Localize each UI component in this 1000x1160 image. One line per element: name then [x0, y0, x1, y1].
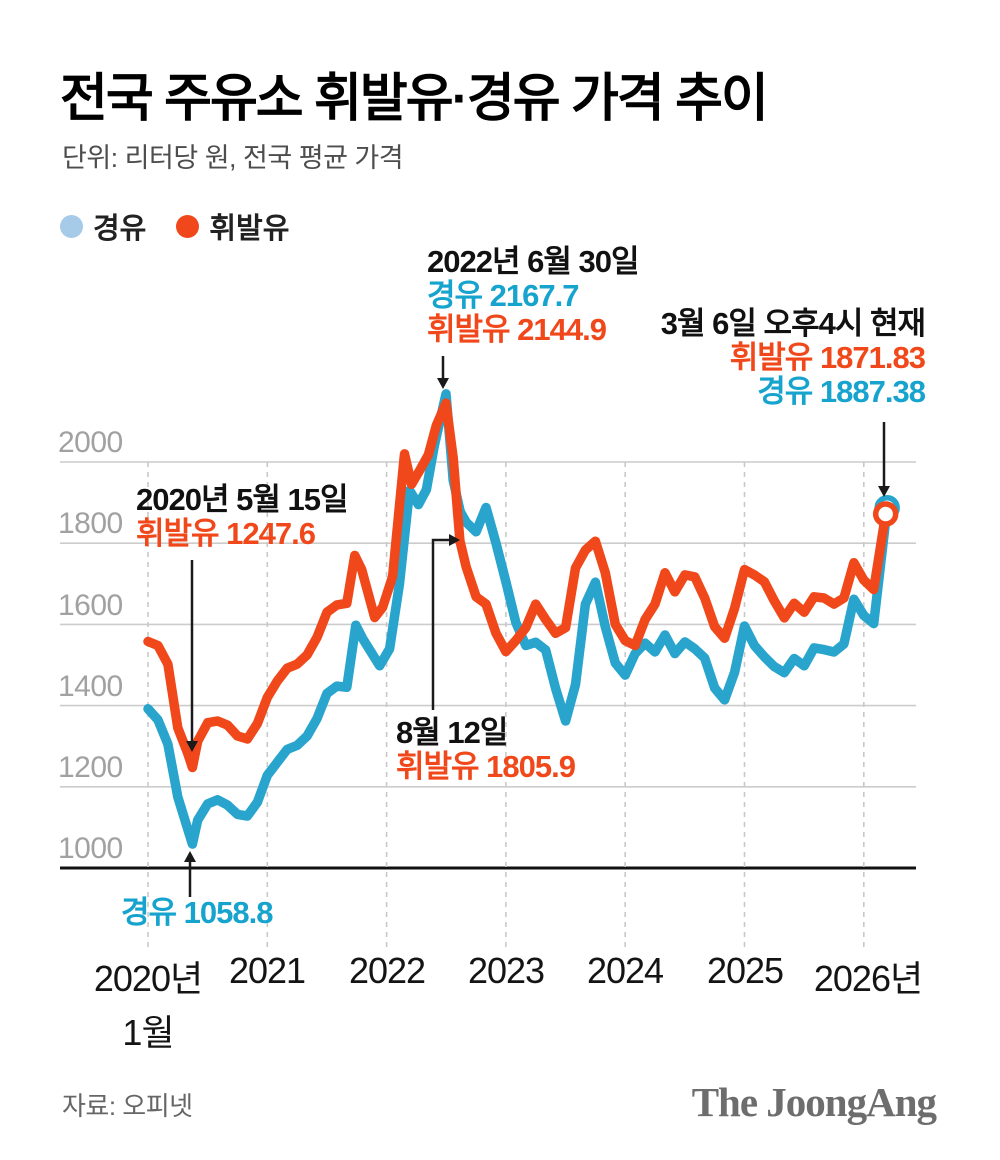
annotation-2022-peak: 2022년 6월 30일 경유 2167.7 휘발유 2144.9	[427, 244, 639, 347]
x-tick-2026: 2026년	[813, 958, 923, 999]
annotation-aug-2022: 8월 12일 휘발유 1805.9	[396, 715, 576, 784]
x-tick-2023: 2023	[467, 950, 545, 991]
x-tick-2024: 2024	[586, 950, 664, 991]
series-line-휘발유	[143, 398, 891, 773]
arrow-current-head-icon	[878, 486, 890, 497]
annotation-2022-peak-gasoline-value: 휘발유 2144.9	[427, 312, 607, 347]
page-title: 전국 주유소 휘발유·경유 가격 추이	[60, 70, 769, 128]
y-tick-1200: 1200	[58, 751, 123, 784]
legend-item-diesel: 경유	[60, 205, 146, 247]
gasoline-legend-label: 휘발유	[209, 213, 290, 245]
annotation-diesel-low: 경유 1058.8	[121, 895, 273, 930]
annotation-2020-low-date: 2020년 5월 15일	[136, 482, 348, 517]
annotation-aug-2022-date: 8월 12일	[396, 715, 508, 750]
series-line-경유	[143, 389, 892, 849]
y-tick-2000: 2000	[58, 426, 123, 459]
y-tick-1800: 1800	[58, 507, 123, 540]
annotation-2022-peak-date: 2022년 6월 30일	[427, 244, 639, 279]
joongang-logo: The JoongAng	[691, 1079, 937, 1125]
x-tick-2025: 2025	[706, 950, 784, 991]
annotation-2020-low: 2020년 5월 15일 휘발유 1247.6	[136, 482, 348, 551]
annotation-aug-2022-gasoline-value: 휘발유 1805.9	[396, 749, 576, 784]
legend: 경유 휘발유	[60, 205, 289, 247]
arrow-aug-2022-line	[431, 538, 449, 710]
annotation-2022-peak-diesel-value: 경유 2167.7	[427, 278, 579, 313]
x-tick-2022: 2022	[348, 950, 426, 991]
source-credit: 자료: 오피넷	[62, 1091, 193, 1121]
annotation-current-gasoline-value: 휘발유 1871.83	[729, 340, 926, 375]
y-tick-1400: 1400	[58, 670, 123, 703]
x-tick-2020: 2020년 1월	[53, 950, 243, 1056]
arrow-2022-peak-head-icon	[437, 378, 449, 389]
x-tick-2021: 2021	[228, 950, 306, 991]
arrow-diesel-low-head-icon	[184, 851, 196, 862]
arrow-aug-2022-head-icon	[449, 534, 460, 546]
y-tick-1600: 1600	[58, 589, 123, 622]
current-point-marker-휘발유	[872, 501, 899, 527]
gasoline-legend-dot-icon	[176, 214, 200, 238]
annotation-current-diesel-value: 경유 1887.38	[757, 374, 926, 409]
annotation-current: 3월 6일 오후4시 현재 휘발유 1871.83 경유 1887.38	[660, 306, 926, 409]
x-tick-2020-year: 2020년	[93, 958, 203, 999]
diesel-legend-dot-icon	[60, 214, 83, 238]
annotation-2020-low-gasoline-value: 휘발유 1247.6	[136, 516, 316, 551]
arrow-2020-low-head-icon	[186, 741, 198, 752]
annotation-diesel-low-value: 경유 1058.8	[121, 895, 273, 930]
diesel-legend-label: 경유	[93, 213, 147, 245]
annotation-current-date: 3월 6일 오후4시 현재	[660, 306, 926, 341]
y-tick-1000: 1000	[58, 832, 123, 865]
x-tick-2020-month: 1월	[122, 1012, 174, 1053]
chart-unit-subtitle: 단위: 리터당 원, 전국 평균 가격	[62, 143, 404, 173]
legend-item-gasoline: 휘발유	[176, 205, 289, 247]
